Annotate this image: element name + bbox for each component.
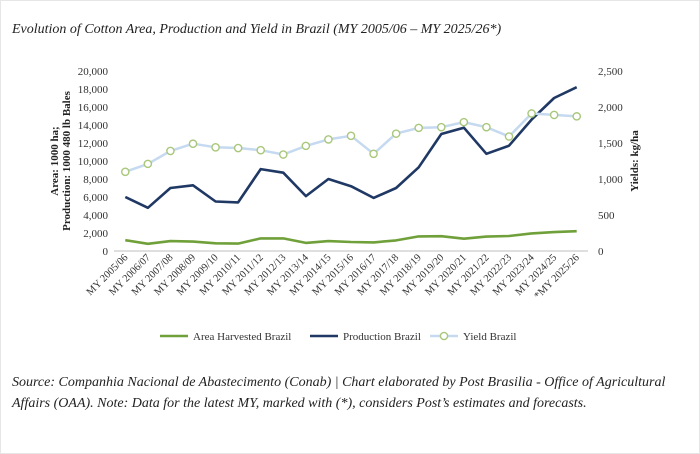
series-point-yield-brazil — [188, 139, 198, 149]
right-y-tick-label: 1,500 — [598, 138, 623, 150]
series-point-yield-brazil — [278, 150, 288, 159]
right-y-tick-label: 2,500 — [598, 66, 623, 78]
series-point-yield-brazil — [504, 132, 514, 141]
series-point-yield-brazil — [527, 109, 536, 118]
left-y-tick-label: 12,000 — [78, 138, 109, 150]
source-note: Source: Companhia Nacional de Abastecime… — [12, 375, 666, 411]
series-point-yield-brazil — [436, 122, 446, 132]
chart-title: Evolution of Cotton Area, Production and… — [12, 22, 502, 37]
series-point-yield-brazil — [166, 146, 175, 156]
series-point-yield-brazil — [301, 141, 311, 151]
left-y-tick-label: 18,000 — [78, 84, 109, 96]
left-y-tick-label: 14,000 — [78, 120, 109, 132]
series-point-yield-brazil — [391, 129, 401, 138]
legend-label-production-brazil: Production Brazil — [343, 331, 421, 343]
right-y-tick-label: 2,000 — [598, 102, 623, 114]
series-point-yield-brazil — [211, 143, 220, 152]
series-point-yield-brazil — [572, 112, 582, 121]
right-y-tick-label: 1,000 — [598, 174, 623, 186]
legend-marker-yield-brazil — [439, 331, 449, 341]
series-point-yield-brazil — [324, 135, 333, 144]
left-y-tick-label: 0 — [103, 246, 109, 258]
series-point-yield-brazil — [233, 143, 243, 153]
left-y-tick-label: 4,000 — [83, 210, 108, 222]
right-y-tick-label: 0 — [598, 246, 604, 258]
left-y-tick-label: 16,000 — [78, 102, 109, 114]
left-axis-title-line2: Production: 1000 480 lb Bales — [61, 90, 73, 230]
series-point-yield-brazil — [256, 145, 266, 155]
left-y-tick-label: 10,000 — [78, 156, 109, 168]
left-y-tick-label: 6,000 — [83, 192, 108, 204]
series-line-production-brazil — [124, 86, 578, 210]
left-y-tick-label: 20,000 — [78, 66, 109, 78]
chart-area: 0 2,000 4,000 6,000 8,000 10,000 12,000 14,000 1… — [48, 56, 656, 356]
series-line-area-harvested-brazil — [125, 229, 577, 246]
legend-label-yield-brazil: Yield Brazil — [463, 331, 516, 343]
series-point-yield-brazil — [143, 159, 153, 169]
series-point-yield-brazil — [120, 167, 130, 177]
right-y-tick-label: 500 — [598, 210, 615, 222]
right-axis-title: Yields: kg/ha — [629, 130, 641, 192]
left-axis-title-line1: Area: 1000 ha; — [49, 126, 61, 195]
series-point-yield-brazil — [414, 123, 424, 133]
series-point-yield-brazil — [549, 110, 559, 120]
series-point-yield-brazil — [482, 122, 491, 132]
left-y-tick-label: 2,000 — [83, 228, 108, 240]
series-point-yield-brazil — [346, 131, 356, 141]
legend-label-area-harvested-brazil: Area Harvested Brazil — [193, 331, 291, 343]
series-point-yield-brazil — [459, 117, 469, 127]
series-point-yield-brazil — [369, 149, 378, 159]
chart-svg: 0 2,000 4,000 6,000 8,000 10,000 12,000 14,000 1… — [49, 66, 641, 343]
left-y-tick-label: 8,000 — [83, 174, 108, 186]
